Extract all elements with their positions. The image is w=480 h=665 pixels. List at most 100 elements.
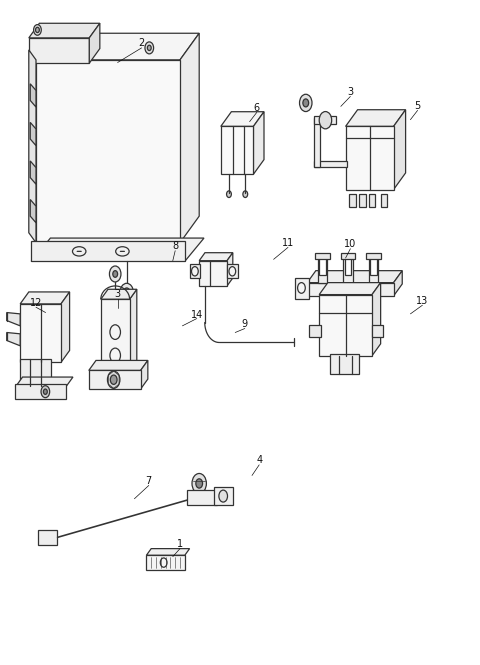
Bar — [199, 261, 227, 286]
Polygon shape — [187, 490, 217, 505]
Circle shape — [145, 42, 154, 54]
Bar — [295, 278, 309, 299]
Bar — [146, 555, 185, 570]
Circle shape — [110, 325, 120, 339]
Bar — [345, 257, 351, 275]
Circle shape — [109, 266, 121, 282]
Text: 6: 6 — [254, 102, 260, 113]
Circle shape — [120, 283, 133, 302]
Bar — [221, 126, 253, 174]
Bar — [366, 253, 381, 259]
Ellipse shape — [72, 247, 86, 256]
Circle shape — [196, 479, 203, 488]
Bar — [346, 126, 394, 190]
Text: 7: 7 — [145, 475, 152, 486]
Text: 14: 14 — [191, 309, 203, 320]
Bar — [20, 304, 61, 362]
Circle shape — [113, 271, 118, 277]
Circle shape — [192, 267, 198, 276]
Circle shape — [243, 191, 248, 198]
Circle shape — [300, 94, 312, 112]
Circle shape — [227, 191, 231, 198]
Polygon shape — [319, 283, 381, 295]
Text: 13: 13 — [416, 295, 429, 306]
Polygon shape — [180, 33, 199, 243]
Text: 4: 4 — [256, 455, 262, 465]
Polygon shape — [89, 23, 100, 63]
Circle shape — [110, 348, 120, 363]
Polygon shape — [7, 332, 20, 346]
Bar — [101, 299, 130, 378]
Polygon shape — [101, 289, 137, 299]
Bar — [349, 194, 356, 207]
Bar — [15, 384, 66, 399]
Circle shape — [219, 490, 228, 502]
Bar — [314, 118, 320, 168]
Polygon shape — [30, 122, 36, 146]
Circle shape — [41, 386, 50, 398]
Bar — [307, 283, 394, 296]
Polygon shape — [30, 200, 36, 223]
Polygon shape — [20, 292, 70, 304]
Circle shape — [160, 558, 167, 567]
Circle shape — [298, 283, 305, 293]
Polygon shape — [394, 110, 406, 190]
Circle shape — [147, 45, 151, 51]
Circle shape — [36, 27, 39, 33]
Polygon shape — [31, 238, 204, 261]
Bar — [36, 60, 180, 243]
Polygon shape — [141, 360, 148, 389]
Circle shape — [43, 389, 47, 394]
Bar — [314, 116, 336, 124]
Polygon shape — [394, 271, 402, 296]
Bar — [29, 38, 89, 63]
Polygon shape — [227, 253, 233, 286]
Bar — [330, 354, 359, 374]
Bar — [315, 253, 330, 259]
Polygon shape — [221, 112, 264, 126]
Text: 12: 12 — [30, 297, 42, 308]
Bar — [309, 325, 321, 337]
Text: 3: 3 — [348, 86, 353, 97]
Polygon shape — [372, 283, 381, 356]
Bar — [319, 257, 326, 275]
Polygon shape — [199, 253, 233, 261]
Bar — [343, 257, 353, 283]
Bar — [318, 257, 327, 283]
Bar — [341, 253, 355, 259]
Bar — [227, 265, 238, 279]
Text: 2: 2 — [138, 38, 145, 49]
Circle shape — [192, 473, 206, 493]
Text: 10: 10 — [344, 239, 357, 249]
Circle shape — [319, 112, 332, 129]
Circle shape — [34, 25, 41, 35]
Polygon shape — [146, 549, 190, 555]
Polygon shape — [346, 110, 406, 126]
Text: 3: 3 — [115, 289, 120, 299]
Bar — [89, 370, 141, 389]
Polygon shape — [29, 50, 36, 243]
Bar — [369, 194, 375, 207]
Bar — [214, 487, 233, 505]
Bar — [31, 241, 185, 261]
Circle shape — [110, 375, 117, 384]
Bar — [319, 295, 372, 356]
Polygon shape — [30, 161, 36, 184]
Text: 9: 9 — [242, 319, 248, 329]
Circle shape — [123, 288, 130, 297]
Bar — [369, 257, 378, 283]
Circle shape — [108, 371, 120, 388]
Polygon shape — [253, 112, 264, 174]
Polygon shape — [7, 313, 20, 326]
Polygon shape — [29, 23, 100, 38]
Polygon shape — [130, 289, 137, 376]
Text: 1: 1 — [177, 539, 183, 549]
Polygon shape — [36, 33, 199, 60]
Polygon shape — [15, 377, 73, 387]
Bar — [38, 530, 57, 545]
Bar — [359, 194, 366, 207]
Polygon shape — [61, 292, 70, 362]
Text: 8: 8 — [172, 241, 178, 251]
Text: 5: 5 — [414, 101, 421, 112]
Text: 11: 11 — [282, 237, 294, 248]
